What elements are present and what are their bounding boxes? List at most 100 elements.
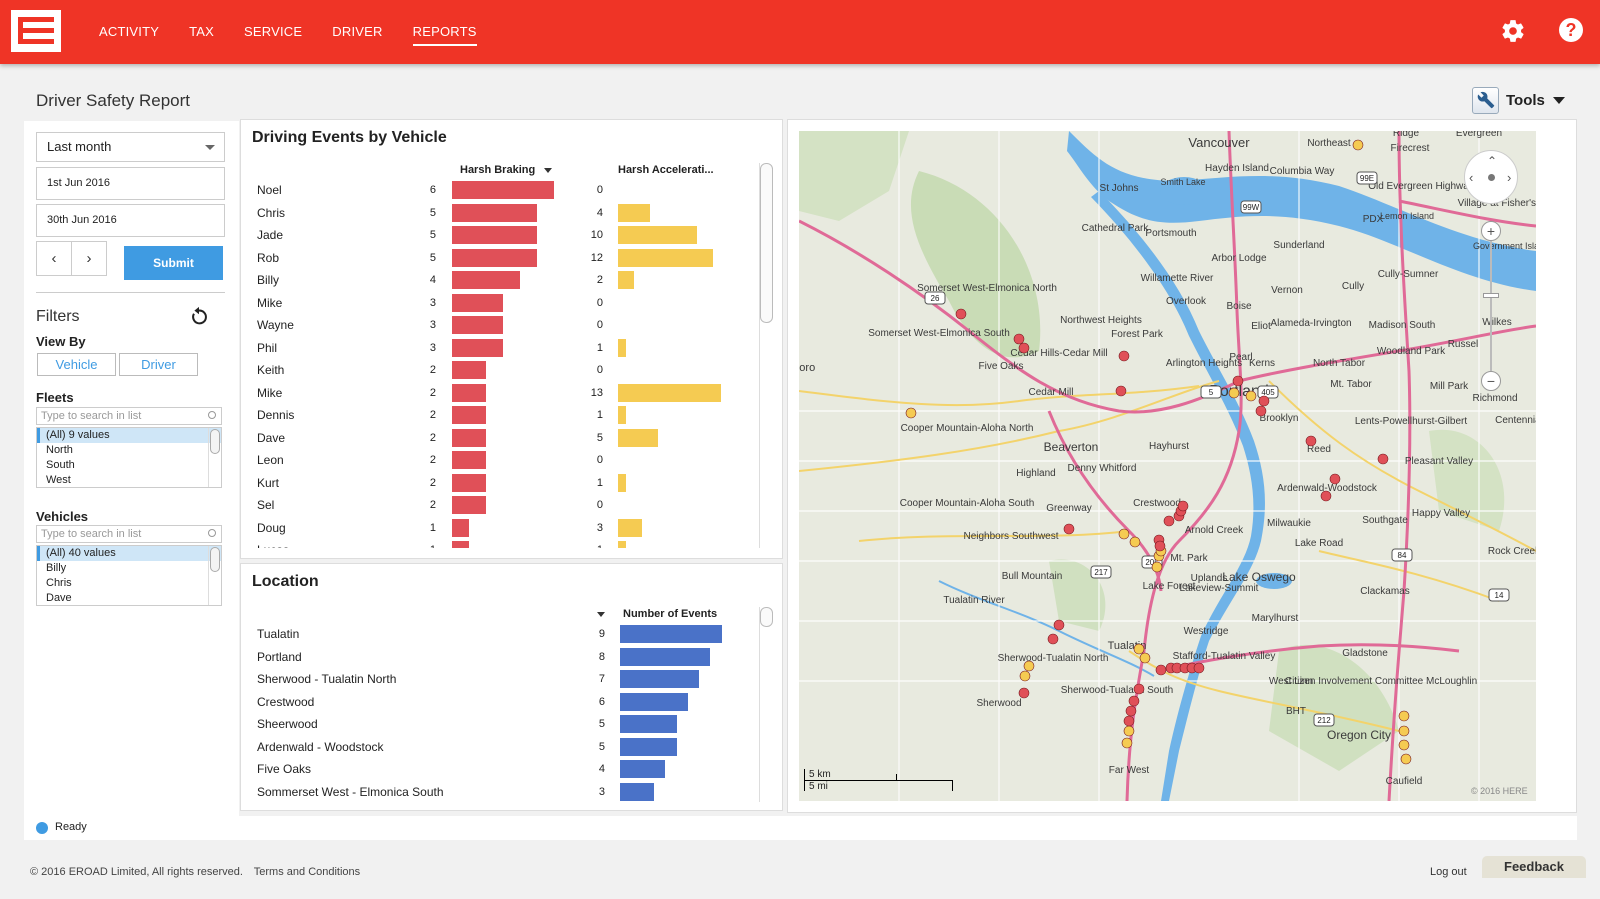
harsh-acceleration-marker[interactable] (1400, 753, 1412, 765)
harsh-braking-marker[interactable] (1163, 515, 1175, 527)
table-row[interactable]: Mike 2 13 (241, 383, 761, 406)
harsh-acceleration-marker[interactable] (1398, 710, 1410, 722)
period-select[interactable]: Last month (36, 132, 225, 162)
events-bar[interactable] (620, 760, 666, 778)
table-row[interactable]: Tualatin 9 (241, 624, 761, 647)
harsh-acceleration-marker[interactable] (1121, 737, 1133, 749)
harsh-braking-marker[interactable] (1053, 619, 1065, 631)
list-item[interactable]: Dave (46, 592, 72, 604)
next-period-button[interactable]: › (71, 241, 107, 276)
braking-bar[interactable] (452, 406, 486, 424)
braking-bar[interactable] (452, 226, 537, 244)
table-row[interactable]: Jade 5 10 (241, 225, 761, 248)
chevron-right-icon[interactable]: › (1507, 170, 1512, 185)
braking-bar[interactable] (452, 518, 469, 537)
fleets-search-input[interactable]: Type to search in list (36, 407, 222, 425)
zoom-in-icon[interactable]: + (1481, 221, 1501, 241)
accel-bar[interactable] (618, 203, 650, 222)
harsh-braking-header[interactable]: Harsh Braking (460, 164, 553, 176)
terms-link[interactable]: Terms and Conditions (253, 866, 361, 878)
vehicle-panel-scrollbar[interactable] (760, 163, 773, 323)
harsh-acceleration-marker[interactable] (1139, 652, 1151, 664)
harsh-braking-marker[interactable] (1118, 350, 1130, 362)
map-canvas[interactable]: VancouverPortlandBeavertonLake OswegoTua… (799, 131, 1536, 801)
map-pan-control[interactable]: ⌃ ‹ › (1464, 150, 1518, 204)
table-row[interactable]: Doug 1 3 (241, 518, 761, 541)
harsh-braking-marker[interactable] (1320, 490, 1332, 502)
fleets-list[interactable]: (All) 9 values North South West (36, 427, 222, 488)
chevron-left-icon[interactable]: ‹ (1469, 170, 1474, 185)
list-item[interactable]: South (46, 459, 75, 471)
harsh-braking-marker[interactable] (1047, 633, 1059, 645)
events-bar[interactable] (620, 715, 677, 733)
table-row[interactable]: Sommerset West - Elmonica South 3 (241, 782, 761, 805)
table-row[interactable]: Rob 5 12 (241, 248, 761, 271)
list-item[interactable]: North (46, 444, 73, 456)
events-bar[interactable] (620, 670, 700, 688)
table-row[interactable]: Billy 4 2 (241, 270, 761, 293)
events-bar[interactable] (620, 737, 677, 756)
zoom-slider-handle[interactable] (1483, 293, 1499, 298)
logout-link[interactable]: Log out (1430, 866, 1467, 878)
sort-desc-icon[interactable] (597, 612, 605, 617)
harsh-acceleration-marker[interactable] (1133, 643, 1145, 655)
list-item[interactable]: (All) 9 values (37, 428, 221, 443)
table-row[interactable]: Dave 2 5 (241, 428, 761, 451)
harsh-braking-marker[interactable] (1018, 687, 1030, 699)
table-row[interactable]: Lucas 1 1 (241, 540, 761, 548)
braking-bar[interactable] (452, 293, 503, 312)
center-icon[interactable] (1488, 174, 1495, 181)
chevron-up-icon[interactable]: ⌃ (1487, 154, 1498, 168)
table-row[interactable]: Phil 3 1 (241, 338, 761, 361)
harsh-braking-marker[interactable] (1258, 395, 1270, 407)
harsh-acceleration-marker[interactable] (1129, 536, 1141, 548)
harsh-braking-marker[interactable] (955, 308, 967, 320)
braking-bar[interactable] (452, 541, 469, 548)
braking-bar[interactable] (452, 203, 537, 222)
harsh-braking-marker[interactable] (1232, 375, 1244, 387)
braking-bar[interactable] (452, 361, 486, 379)
harsh-braking-marker[interactable] (1155, 664, 1167, 676)
harsh-braking-marker[interactable] (1128, 695, 1140, 707)
braking-bar[interactable] (452, 473, 486, 492)
prev-period-button[interactable]: ‹ (36, 241, 72, 276)
view-by-vehicle-toggle[interactable]: Vehicle (37, 353, 116, 376)
harsh-braking-marker[interactable] (1013, 333, 1025, 345)
feedback-button[interactable]: Feedback (1482, 856, 1586, 878)
harsh-braking-marker[interactable] (1177, 500, 1189, 512)
harsh-braking-marker[interactable] (1305, 435, 1317, 447)
view-by-driver-toggle[interactable]: Driver (119, 353, 198, 376)
list-scrollbar[interactable] (210, 547, 220, 572)
vehicles-search-input[interactable]: Type to search in list (36, 525, 222, 543)
accel-bar[interactable] (618, 473, 626, 492)
harsh-acceleration-marker[interactable] (1398, 739, 1410, 751)
table-row[interactable]: Keith 2 0 (241, 360, 761, 383)
braking-bar[interactable] (452, 451, 486, 469)
vehicles-list[interactable]: (All) 40 values Billy Chris Dave (36, 545, 222, 606)
events-bar[interactable] (620, 647, 711, 666)
nav-tax[interactable]: TAX (189, 24, 215, 39)
table-row[interactable]: Wayne 3 0 (241, 315, 761, 338)
harsh-acceleration-marker[interactable] (1023, 660, 1035, 672)
table-row[interactable]: Dennis 2 1 (241, 405, 761, 428)
submit-button[interactable]: Submit (124, 246, 223, 280)
end-date-field[interactable]: 30th Jun 2016 (36, 204, 225, 237)
zoom-out-icon[interactable]: − (1481, 371, 1501, 391)
harsh-acceleration-header[interactable]: Harsh Accelerati... (618, 164, 714, 176)
list-scrollbar[interactable] (210, 429, 220, 454)
harsh-braking-marker[interactable] (1115, 385, 1127, 397)
braking-bar[interactable] (452, 271, 520, 289)
table-row[interactable]: Leon 2 0 (241, 450, 761, 473)
start-date-field[interactable]: 1st Jun 2016 (36, 167, 225, 200)
tools-button[interactable]: Tools (1472, 86, 1565, 114)
harsh-braking-marker[interactable] (1123, 715, 1135, 727)
accel-bar[interactable] (618, 406, 626, 424)
harsh-braking-marker[interactable] (1193, 662, 1205, 674)
table-row[interactable]: Crestwood 6 (241, 692, 761, 715)
accel-bar[interactable] (618, 248, 713, 267)
reset-icon[interactable] (188, 306, 210, 328)
harsh-acceleration-marker[interactable] (1245, 390, 1257, 402)
harsh-acceleration-marker[interactable] (1352, 139, 1364, 151)
map-zoom-control[interactable]: + − (1481, 221, 1501, 391)
table-row[interactable]: Chris 5 4 (241, 203, 761, 226)
